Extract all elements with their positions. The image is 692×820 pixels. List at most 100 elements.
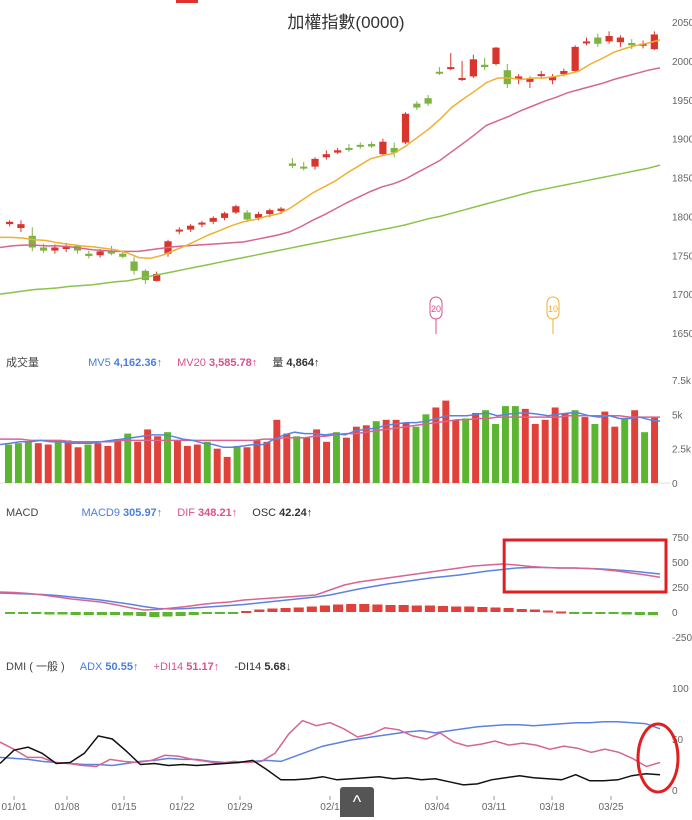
volume-bar: [382, 419, 390, 483]
osc-bar: [241, 611, 252, 613]
volume-bar: [372, 421, 380, 483]
osc-bar: [96, 612, 107, 615]
volume-bar: [114, 439, 122, 483]
dmi-panel-name: DMI ( 一般 ): [6, 661, 65, 673]
osc-bar: [149, 612, 160, 617]
price-axis-label: 17000: [672, 290, 692, 301]
candle-body: [379, 141, 387, 155]
volume-bar: [521, 408, 529, 483]
volume-bar: [432, 407, 440, 483]
candle-body: [435, 71, 444, 74]
volume-bar: [124, 433, 132, 483]
price-axis-label: 20500: [672, 18, 692, 29]
osc-bar: [175, 612, 186, 616]
volume-axis-label: 5k: [672, 410, 684, 421]
candle-body: [175, 229, 183, 232]
volume-bar: [601, 411, 609, 483]
candle-body: [503, 70, 511, 85]
candle-body: [571, 46, 579, 71]
volume-bar: [313, 429, 321, 483]
osc-bar: [346, 604, 357, 612]
x-axis-label: 01/08: [54, 802, 79, 813]
macd9-line: [0, 566, 661, 610]
volume-bar: [223, 456, 231, 483]
volume-bar: [571, 410, 579, 483]
scroll-to-top-button[interactable]: ^: [340, 787, 374, 817]
osc-bar: [123, 612, 134, 616]
osc-bar: [5, 612, 16, 614]
mdi-legend: -DI14 5.68↓: [234, 661, 292, 673]
macd-panel-name: MACD: [6, 507, 39, 519]
candle-body: [481, 64, 489, 68]
candle-body: [28, 235, 36, 248]
price-axis-label: 18000: [672, 212, 692, 223]
price-axis-label: 18500: [672, 174, 692, 185]
candle-body: [39, 247, 48, 251]
top-accent-bar: [176, 0, 198, 3]
volume-bar: [501, 406, 509, 483]
volume-bar: [94, 443, 102, 483]
osc-bar: [214, 612, 226, 614]
osc-bar: [582, 612, 593, 614]
volume-bar: [472, 412, 480, 483]
volume-bar: [651, 417, 658, 483]
volume-bar: [243, 447, 251, 483]
candle-body: [413, 103, 421, 108]
osc-bar: [280, 608, 291, 612]
volume-bar: [352, 426, 360, 483]
osc-bar: [372, 604, 383, 612]
volume-bar: [303, 437, 311, 483]
osc-bar: [109, 612, 121, 615]
osc-bar: [595, 612, 606, 614]
volume-bar: [104, 445, 112, 483]
candle-body: [605, 35, 613, 42]
volume-bar: [492, 423, 499, 483]
volume-panel-name: 成交量: [6, 357, 39, 369]
price-axis-label: 20000: [672, 57, 692, 68]
marker-label: 20: [431, 304, 441, 314]
volume-bar: [531, 423, 539, 483]
volume-bar: [452, 419, 460, 483]
mv5-legend: MV5 4,162.36↑: [88, 357, 163, 369]
volume-bar: [342, 437, 350, 483]
volume-bar: [362, 425, 370, 483]
volume-bar: [5, 444, 12, 483]
volume-bar: [392, 419, 400, 483]
volume-bar: [54, 441, 62, 483]
candle-body: [424, 98, 432, 104]
x-axis-label: 01/01: [1, 802, 26, 813]
candle-body: [515, 76, 523, 80]
mv20-legend: MV20 3,585.78↑: [177, 357, 258, 369]
osc-bar: [411, 605, 422, 612]
price-axis-label: 16500: [672, 329, 692, 340]
ma-mid-line: [0, 67, 661, 253]
candle-body: [85, 253, 93, 257]
osc-bar: [477, 607, 488, 612]
dmi-axis-label: 0: [672, 786, 678, 797]
candle-body: [300, 166, 308, 169]
marker-pin: [429, 296, 443, 320]
osc-bar: [44, 612, 55, 615]
osc-bar: [647, 612, 658, 616]
price-axis-label: 19500: [672, 96, 692, 107]
osc-bar: [608, 612, 619, 614]
volume-bar: [213, 448, 221, 483]
candle-body: [209, 217, 217, 222]
volume-bar: [402, 422, 410, 483]
price-axis-label: 17500: [672, 251, 692, 262]
candle-body: [119, 253, 127, 257]
osc-bar: [503, 608, 514, 612]
volume-bar: [263, 441, 271, 483]
candle-body: [322, 154, 330, 158]
candle-body: [356, 144, 364, 147]
volume-bar: [631, 410, 639, 483]
candle-body: [187, 225, 195, 230]
candle-body: [6, 221, 14, 225]
candle-body: [17, 224, 25, 229]
chart-title: 加權指數(0000): [287, 13, 405, 32]
volume-bar: [462, 418, 470, 483]
osc-bar: [516, 609, 527, 612]
candle-body: [107, 250, 116, 254]
volume-bar: [541, 419, 549, 483]
dmi-axis-label: 50: [672, 735, 684, 746]
